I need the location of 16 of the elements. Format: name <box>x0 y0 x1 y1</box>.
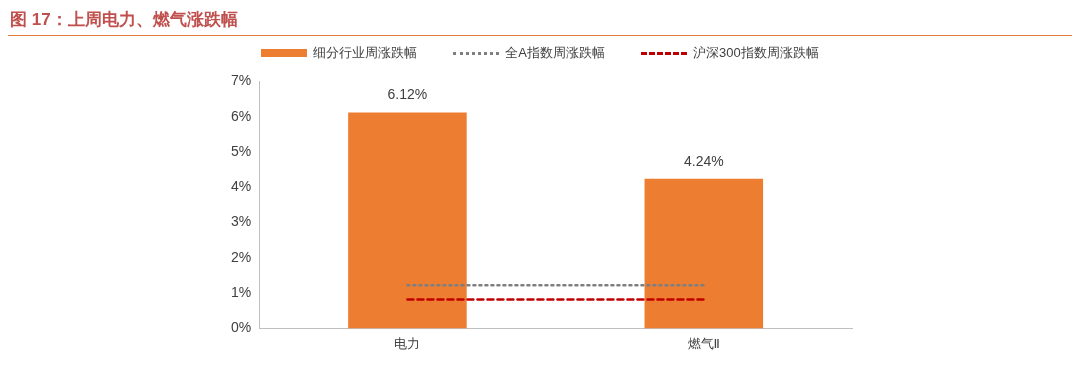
y-tick-label: 1% <box>231 283 252 300</box>
chart-title: 图 17：上周电力、燃气涨跌幅 <box>8 8 1072 36</box>
x-tick-label: 燃气Ⅱ <box>687 335 721 351</box>
legend-label: 沪深300指数周涨跌幅 <box>692 44 819 62</box>
y-tick-label: 6% <box>231 107 252 124</box>
y-tick-label: 0% <box>231 319 252 336</box>
legend-label: 全A指数周涨跌幅 <box>505 44 605 62</box>
legend-label: 细分行业周涨跌幅 <box>313 44 418 62</box>
data-label: 6.12% <box>387 86 428 103</box>
data-label: 4.24% <box>683 152 724 169</box>
y-tick-label: 3% <box>231 213 252 230</box>
x-tick-label: 电力 <box>394 335 421 351</box>
y-tick-label: 4% <box>231 178 252 195</box>
y-tick-label: 5% <box>231 142 252 159</box>
y-tick-label: 7% <box>231 72 252 89</box>
y-tick-label: 2% <box>231 248 252 265</box>
